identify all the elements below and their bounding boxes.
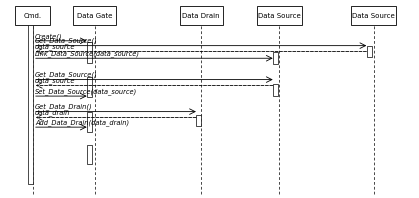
Text: data_source: data_source: [35, 77, 75, 84]
Bar: [273, 52, 278, 64]
Text: Get_Data_Drain(): Get_Data_Drain(): [35, 104, 93, 110]
Text: Link_Data_Source(data_source): Link_Data_Source(data_source): [35, 50, 140, 57]
Text: Create(): Create(): [35, 33, 62, 40]
Bar: [87, 77, 92, 97]
Bar: [28, 25, 33, 184]
Text: Data Gate: Data Gate: [77, 12, 112, 19]
Bar: [367, 46, 372, 57]
Text: Add_Data_Drain(data_drain): Add_Data_Drain(data_drain): [35, 119, 129, 126]
Bar: [73, 6, 116, 25]
Bar: [273, 84, 278, 96]
Text: data_source: data_source: [35, 43, 75, 50]
Bar: [351, 6, 396, 25]
Bar: [16, 6, 50, 25]
Bar: [87, 145, 92, 164]
Text: Data Source: Data Source: [352, 12, 395, 19]
Bar: [257, 6, 302, 25]
Text: Get_Data_Source(): Get_Data_Source(): [35, 38, 98, 45]
Text: Data Drain: Data Drain: [183, 12, 220, 19]
Bar: [196, 114, 202, 126]
Text: Get_Data_Source(): Get_Data_Source(): [35, 71, 98, 78]
Bar: [180, 6, 223, 25]
Text: Set_Data_Source(data_source): Set_Data_Source(data_source): [35, 88, 137, 95]
Text: data_drain: data_drain: [35, 109, 70, 116]
Text: Data Source: Data Source: [258, 12, 301, 19]
Text: Cmd.: Cmd.: [24, 12, 42, 19]
Bar: [87, 42, 92, 63]
Bar: [87, 112, 92, 132]
